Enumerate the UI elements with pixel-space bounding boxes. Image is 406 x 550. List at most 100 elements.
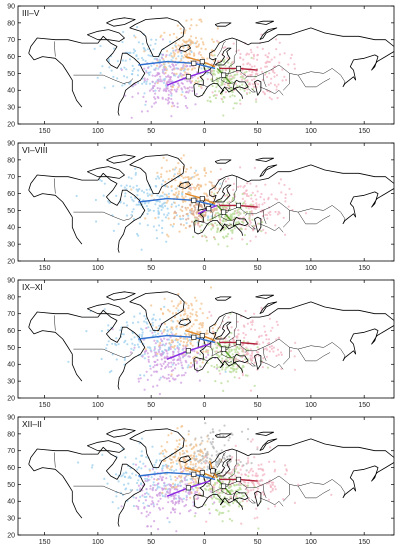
point-marker: [127, 482, 130, 485]
point-marker: [193, 350, 196, 353]
point-marker: [272, 346, 275, 349]
point-marker: [242, 332, 245, 335]
point-marker: [196, 331, 199, 334]
point-marker: [222, 228, 226, 231]
point-marker: [266, 217, 269, 220]
point-marker: [196, 491, 199, 494]
point-marker: [230, 237, 233, 240]
season-label: VI–VIII: [22, 145, 48, 155]
coastline: [232, 79, 249, 89]
point-marker: [164, 495, 167, 498]
point-marker: [152, 334, 155, 337]
point-marker: [111, 328, 114, 331]
point-marker: [226, 245, 229, 248]
point-marker: [222, 114, 225, 117]
point-marker: [188, 38, 191, 41]
point-marker: [149, 44, 152, 47]
point-marker: [215, 363, 219, 367]
point-marker: [170, 458, 173, 461]
point-marker: [145, 491, 148, 494]
point-marker: [273, 71, 276, 74]
point-marker: [220, 382, 223, 385]
point-marker: [179, 359, 182, 362]
point-marker: [278, 41, 281, 44]
point-marker: [247, 459, 250, 463]
tracks: [138, 460, 258, 497]
point-marker: [223, 488, 226, 491]
point-marker: [255, 98, 258, 101]
point-marker: [157, 478, 160, 481]
point-marker: [168, 33, 171, 37]
y-tick-label: 40: [7, 499, 15, 506]
point-marker: [131, 69, 134, 72]
point-marker: [264, 231, 267, 234]
point-marker: [250, 210, 253, 213]
point-marker: [214, 222, 217, 225]
point-marker: [231, 353, 234, 356]
point-marker: [157, 67, 160, 70]
point-marker: [178, 475, 181, 478]
point-marker: [125, 321, 128, 324]
point-marker: [284, 473, 287, 476]
point-marker: [291, 208, 294, 212]
point-marker: [154, 68, 157, 71]
point-marker: [284, 233, 287, 236]
border-line: [247, 225, 257, 230]
point-marker: [206, 99, 209, 102]
point-marker: [211, 428, 214, 431]
point-marker: [232, 368, 235, 371]
point-marker: [194, 437, 197, 440]
point-marker: [182, 224, 185, 227]
point-marker: [224, 180, 227, 183]
point-marker: [155, 326, 158, 329]
point-marker: [187, 46, 190, 49]
point-marker: [110, 69, 113, 72]
point-marker: [177, 457, 180, 460]
point-marker: [158, 177, 161, 180]
border-line: [228, 56, 235, 67]
point-marker: [173, 104, 176, 107]
point-marker: [225, 207, 229, 210]
point-marker: [182, 176, 185, 179]
point-marker: [147, 358, 150, 361]
point-marker: [160, 365, 163, 368]
point-marker: [245, 210, 249, 214]
point-marker: [166, 441, 169, 444]
point-marker: [182, 217, 185, 220]
point-marker: [187, 433, 190, 436]
point-marker: [184, 490, 187, 493]
point-marker: [182, 341, 185, 344]
point-marker: [177, 162, 180, 165]
point-marker: [145, 510, 148, 513]
point-marker: [153, 102, 156, 105]
y-tick-label: 80: [7, 431, 15, 438]
point-marker: [174, 475, 177, 479]
point-marker: [101, 453, 104, 456]
point-marker: [161, 191, 164, 194]
point-marker: [135, 457, 138, 460]
point-marker: [161, 507, 164, 510]
point-marker: [132, 186, 135, 189]
point-marker: [67, 360, 70, 363]
x-tick-label: 0: [202, 128, 206, 135]
point-marker: [160, 166, 163, 169]
point-marker: [164, 180, 167, 183]
point-marker: [270, 77, 273, 80]
point-marker: [163, 72, 166, 75]
point-marker: [137, 466, 140, 469]
point-marker: [182, 46, 185, 49]
point-marker: [143, 77, 146, 80]
point-marker: [167, 235, 170, 238]
point-marker: [201, 56, 204, 59]
point-marker: [171, 377, 175, 380]
point-marker: [236, 320, 239, 323]
point-marker: [218, 355, 221, 358]
point-marker: [175, 468, 178, 471]
point-marker: [151, 331, 154, 334]
point-marker: [250, 328, 253, 331]
point-marker: [226, 359, 229, 362]
point-marker: [230, 326, 233, 329]
point-marker: [245, 53, 248, 56]
point-marker: [151, 445, 154, 448]
point-marker: [171, 507, 174, 510]
